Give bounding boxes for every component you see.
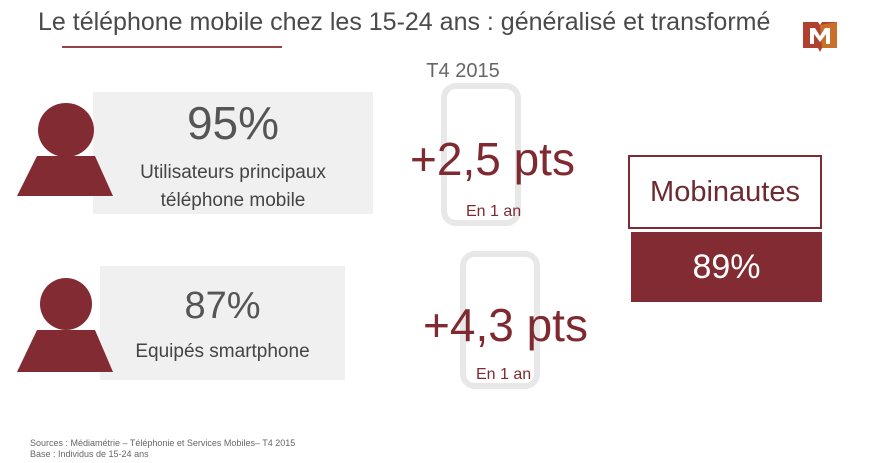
person-icon [17, 278, 113, 372]
phone-icon [441, 83, 521, 226]
mobinautes-value: 89% [631, 232, 822, 302]
stat-value: 87% [184, 285, 261, 327]
sources-line: Sources : Médiamétrie – Téléphonie et Se… [30, 438, 296, 448]
change-period: En 1 an [476, 366, 532, 383]
stat-label: Equipés smartphone [135, 341, 310, 362]
slide-title: Le téléphone mobile chez les 15-24 ans :… [38, 8, 771, 36]
person-icon [17, 103, 113, 196]
stat-label: Utilisateurs principaux téléphone mobile [93, 159, 373, 215]
change-value: +4,3 pts [423, 299, 588, 351]
base-line: Base : Individus de 15-24 ans [30, 449, 149, 459]
period-label: T4 2015 [426, 60, 500, 82]
sources-note: Sources : Médiamétrie – Téléphonie et Se… [30, 438, 295, 460]
stat-label-line2: téléphone mobile [160, 190, 306, 211]
title-underline [62, 46, 282, 48]
phone-icon [460, 251, 540, 389]
mediametrie-logo-icon [803, 22, 837, 52]
change-value: +2,5 pts [410, 133, 575, 185]
change-period: En 1 an [466, 203, 522, 220]
mobinautes-label: Mobinautes [628, 155, 822, 229]
stat-box-smartphone [100, 266, 345, 380]
stat-label-line1: Utilisateurs principaux [140, 162, 326, 183]
stat-box-users [93, 92, 373, 214]
stat-value: 95% [186, 97, 280, 149]
